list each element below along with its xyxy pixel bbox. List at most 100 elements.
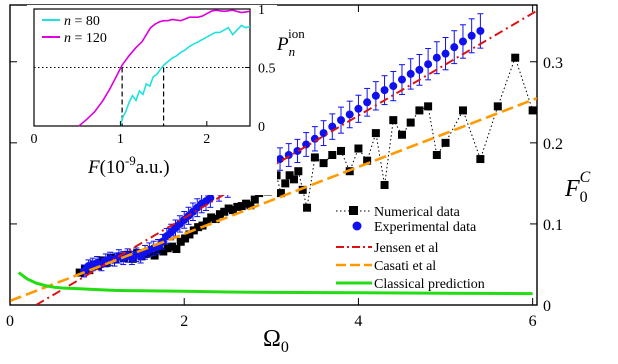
numerical-point — [458, 106, 467, 115]
numerical-point — [168, 242, 177, 251]
experimental-point — [380, 86, 389, 95]
inset-x-axis-label: F(10-9a.u.) — [87, 153, 170, 178]
legend-label-jensen: Jensen et al — [374, 241, 439, 256]
y-tick-label: 0.2 — [543, 136, 563, 153]
experimental-point — [354, 104, 363, 113]
numerical-point — [172, 245, 181, 254]
experimental-point — [415, 65, 424, 74]
numerical-point — [242, 199, 251, 208]
inset-legend-label-n120: n = 120 — [64, 31, 107, 46]
y-tick-label: 0 — [543, 298, 551, 315]
legend-marker-experimental — [352, 221, 362, 231]
numerical-point — [211, 215, 220, 224]
numerical-point — [194, 223, 203, 232]
numerical-point — [224, 204, 233, 213]
numerical-point — [415, 106, 424, 115]
numerical-point — [159, 247, 168, 256]
numerical-point — [476, 155, 485, 164]
numerical-point — [493, 102, 502, 111]
numerical-point — [328, 151, 337, 159]
legend-label-classical: Classical prediction — [374, 277, 485, 292]
numerical-point — [276, 189, 285, 198]
experimental-point — [441, 49, 450, 58]
numerical-point — [337, 146, 346, 155]
numerical-point — [441, 138, 450, 147]
numerical-point — [371, 129, 380, 138]
numerical-point — [281, 179, 290, 188]
experimental-point — [363, 98, 372, 107]
legend: Numerical data Experimental data Jensen … — [336, 205, 485, 292]
legend-item-classical: Classical prediction — [336, 277, 485, 292]
inset-axes: 0 1 2 0 0.5 1 — [31, 3, 276, 147]
experimental-point — [337, 116, 346, 125]
experimental-point — [206, 193, 215, 202]
experimental-point — [467, 31, 476, 40]
legend-item-casati: Casati et al — [336, 259, 436, 274]
inset-curve-n80 — [119, 24, 251, 127]
numerical-point — [380, 181, 389, 189]
inset-y-tick-label: 1 — [258, 3, 265, 18]
experimental-point — [450, 43, 459, 52]
numerical-point — [285, 171, 294, 180]
numerical-point — [215, 210, 224, 219]
numerical-point — [432, 151, 441, 159]
experimental-point — [458, 37, 467, 46]
numerical-point — [389, 116, 398, 125]
numerical-point — [233, 202, 242, 211]
inset-x-tick-label: 0 — [31, 132, 38, 147]
experimental-point — [424, 60, 433, 69]
legend-item-numerical: Numerical data — [336, 205, 461, 220]
x-axis-label: Ω0 — [263, 326, 289, 356]
numerical-point — [310, 153, 319, 162]
classical-prediction-line — [17, 271, 533, 296]
experimental-point — [371, 91, 380, 100]
experimental-point — [432, 53, 441, 62]
numerical-point — [176, 237, 185, 246]
numerical-point — [289, 175, 298, 184]
legend-item-jensen: Jensen et al — [336, 241, 439, 256]
x-tick-label: 0 — [6, 313, 14, 330]
numerical-point — [303, 203, 312, 212]
numerical-point — [163, 244, 172, 253]
numerical-point — [397, 130, 406, 139]
x-tick-label: 2 — [180, 313, 188, 330]
numerical-point — [424, 102, 433, 111]
experimental-point — [293, 146, 302, 155]
numerical-point — [511, 53, 520, 62]
numerical-point — [354, 144, 363, 153]
y-tick-label: 0.1 — [543, 217, 563, 234]
inset-x-tick-label: 1 — [117, 132, 124, 147]
x-tick-label: 4 — [354, 313, 362, 330]
inset-background — [27, 5, 277, 195]
inset-y-tick-label: 0.5 — [258, 62, 276, 77]
inset-plot-area — [34, 9, 251, 127]
experimental-point — [345, 110, 354, 119]
numerical-point — [528, 106, 537, 115]
numerical-point — [246, 201, 255, 210]
experimental-point — [319, 129, 328, 138]
experimental-point — [397, 75, 406, 84]
inset-y-axis-label: Pnion — [276, 26, 305, 59]
numerical-point — [75, 268, 84, 277]
experimental-point — [328, 122, 337, 131]
numerical-point — [406, 118, 415, 127]
legend-label-casati: Casati et al — [374, 259, 436, 274]
numerical-point — [250, 195, 259, 204]
numerical-point — [228, 206, 237, 215]
x-tick-label: 6 — [529, 313, 537, 330]
jensen-line — [35, 9, 537, 305]
numerical-point — [181, 234, 190, 243]
experimental-point — [276, 155, 285, 164]
inset-chart: 0 1 2 0 0.5 1 n = 80 n = 120 F(10-9a.u.) Pnio… — [27, 3, 305, 195]
numerical-point — [237, 202, 246, 211]
numerical-point — [220, 207, 229, 216]
casati-line — [10, 96, 537, 303]
numerical-point — [207, 213, 216, 222]
inset-legend: n = 80 n = 120 — [42, 14, 107, 46]
y-tick-label: 0.3 — [543, 55, 563, 72]
inset-curve-n120 — [78, 9, 251, 127]
numerical-point — [185, 230, 194, 239]
inset-x-tick-label: 2 — [203, 132, 210, 147]
numerical-point — [294, 167, 303, 176]
